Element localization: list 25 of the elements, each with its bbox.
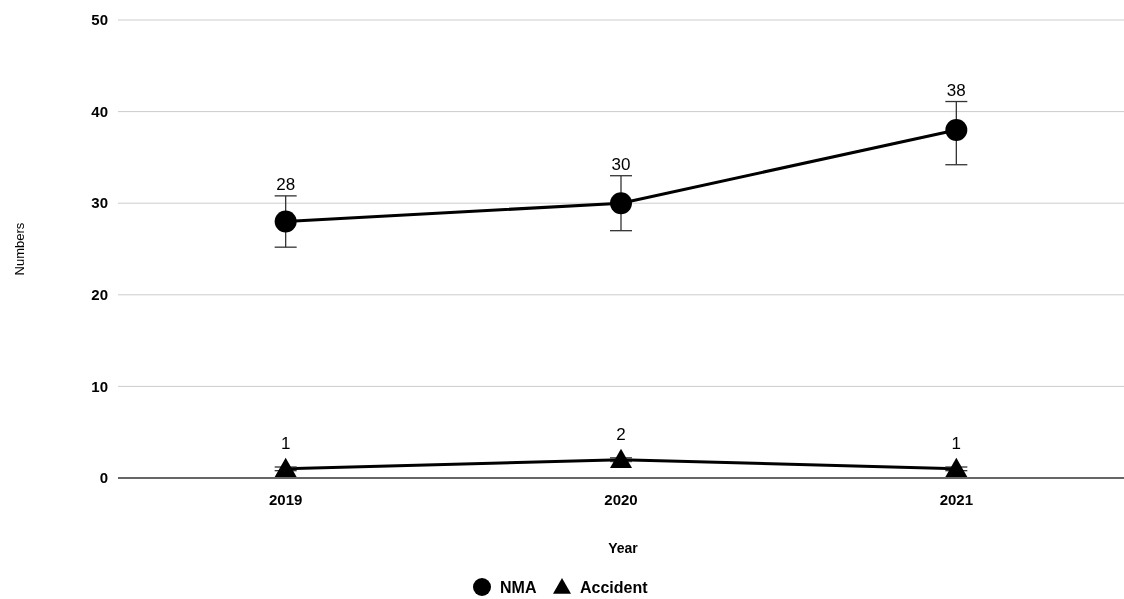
x-axis-title: Year (608, 540, 639, 556)
y-tick-label: 30 (91, 194, 108, 212)
point (945, 118, 968, 141)
x-tick-label: 2020 (604, 491, 638, 508)
point (274, 210, 297, 233)
data-label: 1 (951, 433, 962, 453)
y-tick-label: 40 (91, 102, 108, 120)
point (610, 448, 632, 468)
data-label: 1 (280, 433, 291, 453)
point (610, 192, 632, 215)
data-label: 28 (276, 174, 296, 194)
y-tick-label: 10 (91, 377, 108, 395)
legend-label: Accident (580, 578, 649, 596)
point (274, 457, 297, 478)
data-label: 38 (946, 80, 966, 100)
x-tick-label: 2019 (268, 491, 303, 508)
data-label: 2 (616, 424, 626, 444)
point (945, 457, 968, 478)
legend-label: NMA (500, 578, 537, 596)
x-tick-label: 2021 (939, 491, 974, 508)
y-axis-title: Numbers (12, 222, 27, 276)
data-label: 30 (611, 154, 631, 174)
y-tick-label: 0 (99, 469, 108, 487)
y-tick-label: 20 (91, 286, 108, 304)
y-tick-label: 50 (91, 11, 108, 29)
